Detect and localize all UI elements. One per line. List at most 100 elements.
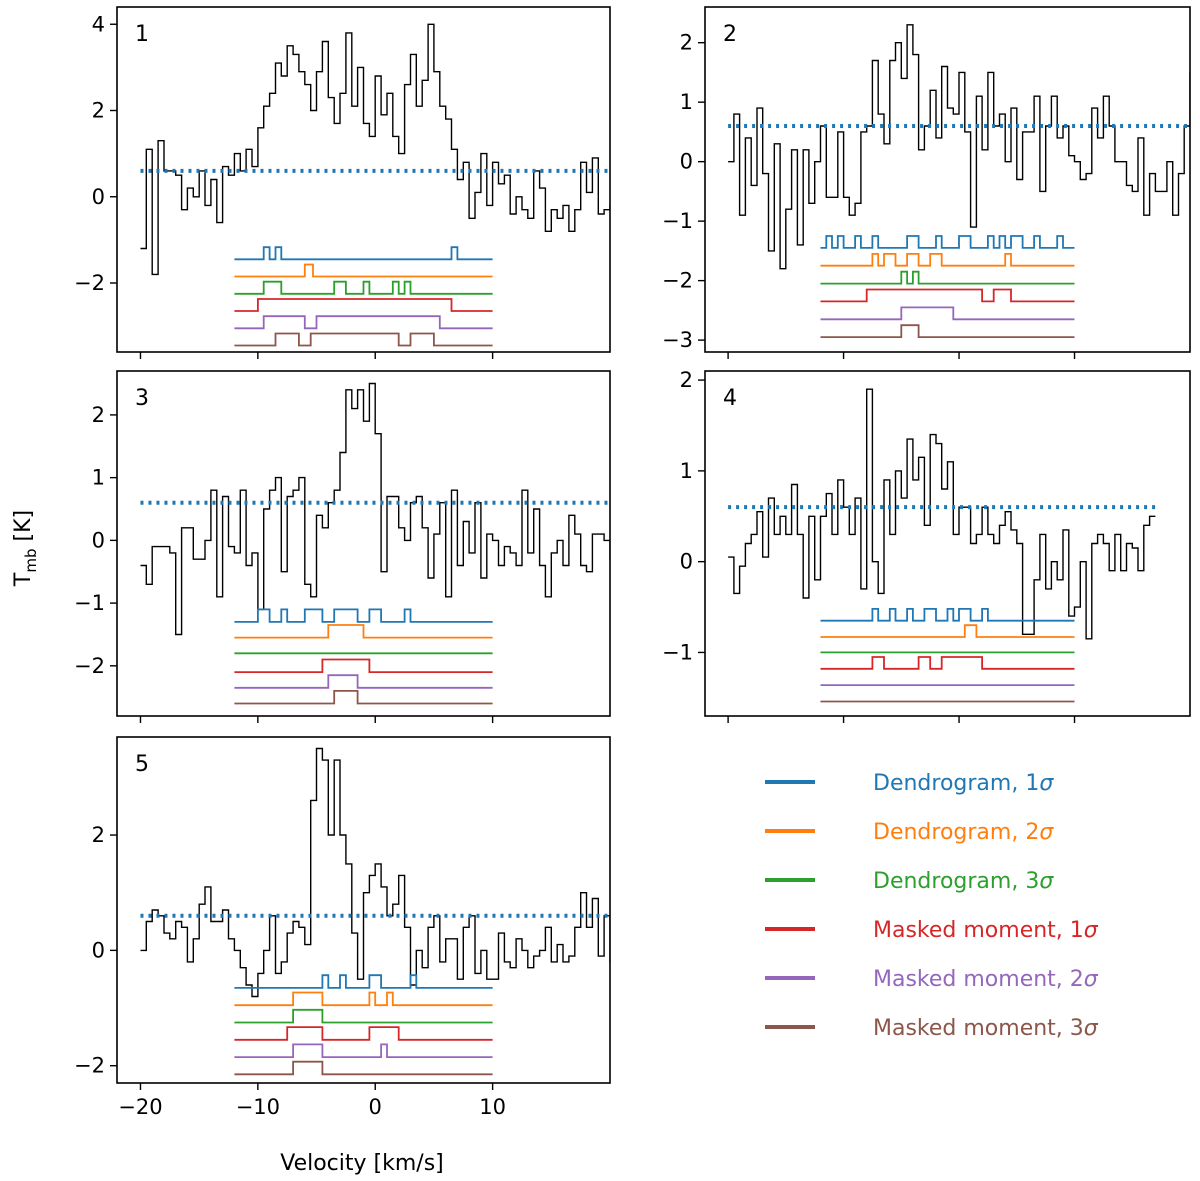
legend-label-sigma: σ	[1084, 918, 1099, 943]
legend-label-sigma: σ	[1039, 771, 1054, 796]
mask-line-5	[234, 1043, 493, 1058]
mask-line-4	[234, 1026, 493, 1041]
mask-line-1	[820, 608, 1075, 622]
mask-line-2	[820, 624, 1075, 638]
y-tick-label: −2	[74, 1054, 105, 1078]
legend-label: Dendrogram, 3σ	[873, 869, 1054, 894]
legend-item-3: Dendrogram, 3σ	[765, 869, 1054, 894]
mask-line-1	[234, 974, 493, 989]
mask-line-6	[234, 332, 493, 347]
legend-label-sigma: σ	[1084, 1016, 1099, 1041]
legend-label-sigma: σ	[1039, 869, 1054, 894]
y-tick-label: −2	[662, 269, 693, 293]
y-tick-label: −1	[74, 591, 105, 615]
x-tick-label: 10	[479, 1095, 506, 1119]
y-tick-label: 0	[680, 550, 693, 574]
mask-line-1	[234, 246, 493, 261]
y-tick-label: 2	[92, 99, 105, 123]
panel-label: 5	[135, 752, 149, 777]
panel-label: 2	[723, 22, 737, 47]
y-tick-label: 1	[680, 459, 693, 483]
legend-label-sigma: σ	[1039, 820, 1054, 845]
spectrum-line	[140, 382, 610, 636]
mask-line-5	[234, 315, 493, 330]
y-tick-label: −2	[74, 271, 105, 295]
mask-line-3	[234, 1008, 493, 1024]
legend-label-text: Masked moment, 1	[873, 918, 1084, 943]
plot-area	[728, 24, 1190, 338]
y-axis-label-sub: mb	[22, 549, 40, 573]
legend-label: Masked moment, 1σ	[873, 918, 1099, 943]
mask-line-2	[234, 991, 493, 1007]
panel-label: 1	[135, 22, 149, 47]
legend-label-text: Masked moment, 3	[873, 1016, 1084, 1041]
y-tick-label: 1	[680, 90, 693, 114]
x-tick-label: −20	[118, 1095, 162, 1119]
panel-label: 3	[135, 386, 149, 411]
mask-line-4	[234, 658, 493, 673]
mask-line-3	[234, 280, 493, 295]
mask-line-3	[820, 270, 1075, 285]
plot-area	[728, 388, 1156, 703]
x-axis-label: Velocity [km/s]	[280, 1151, 444, 1176]
y-tick-label: 4	[92, 12, 105, 36]
y-tick-label: 0	[92, 185, 105, 209]
y-tick-label: 0	[92, 938, 105, 962]
y-tick-label: 2	[92, 403, 105, 427]
panel-frame	[116, 370, 611, 717]
legend-label-sigma: σ	[1084, 967, 1099, 992]
legend-label-text: Masked moment, 2	[873, 967, 1084, 992]
legend-item-5: Masked moment, 2σ	[765, 967, 1099, 992]
y-tick-label: −1	[662, 209, 693, 233]
legend-label-text: Dendrogram, 1	[873, 771, 1039, 796]
legend-label: Masked moment, 3σ	[873, 1016, 1099, 1041]
mask-line-4	[820, 288, 1075, 303]
legend-label: Dendrogram, 2σ	[873, 820, 1054, 845]
spectrum-line	[140, 747, 610, 998]
plot-area	[140, 747, 610, 1076]
spectrum-line	[140, 23, 610, 276]
panel-1: 4 2 0 −2 1	[74, 6, 611, 359]
legend-label-text: Dendrogram, 3	[873, 869, 1039, 894]
mask-line-2	[234, 624, 493, 639]
panel-frame	[116, 6, 611, 353]
mask-line-6	[234, 1060, 493, 1076]
plot-area	[140, 23, 610, 347]
mask-line-5	[234, 674, 493, 689]
legend-label: Masked moment, 2σ	[873, 967, 1099, 992]
spectrum-line	[728, 388, 1156, 640]
mask-line-2	[820, 253, 1075, 267]
panel-frame	[704, 370, 1191, 717]
y-tick-label: 0	[680, 150, 693, 174]
mask-line-6	[234, 690, 493, 705]
spectrum-line	[728, 24, 1190, 270]
panel-5: 2 0 −2 −20 −10 0 10 5	[74, 736, 611, 1119]
panel-3: 2 1 0 −1 −2 3	[74, 370, 611, 723]
y-tick-label: −3	[662, 328, 693, 352]
mask-line-1	[234, 608, 493, 623]
x-tick-label: 0	[369, 1095, 382, 1119]
legend-item-6: Masked moment, 3σ	[765, 1016, 1099, 1041]
mask-line-1	[820, 235, 1075, 249]
y-tick-label: −2	[74, 654, 105, 678]
y-axis-label: Tmb [K]	[11, 510, 40, 587]
y-tick-label: 2	[680, 368, 693, 392]
y-tick-label: 0	[92, 528, 105, 552]
legend-label: Dendrogram, 1σ	[873, 771, 1054, 796]
mask-line-4	[820, 656, 1075, 670]
mask-line-5	[820, 306, 1075, 321]
legend-label-text: Dendrogram, 2	[873, 820, 1039, 845]
panel-4: 2 1 0 −1 4	[662, 368, 1191, 723]
mask-line-6	[820, 324, 1075, 338]
plot-area	[140, 382, 610, 705]
y-tick-label: 1	[92, 466, 105, 490]
legend-item-2: Dendrogram, 2σ	[765, 820, 1054, 845]
y-axis-label-unit: [K]	[11, 510, 36, 549]
mask-line-4	[234, 298, 493, 312]
mask-line-2	[234, 263, 493, 278]
panel-frame	[116, 736, 611, 1084]
y-tick-label: 2	[680, 31, 693, 55]
